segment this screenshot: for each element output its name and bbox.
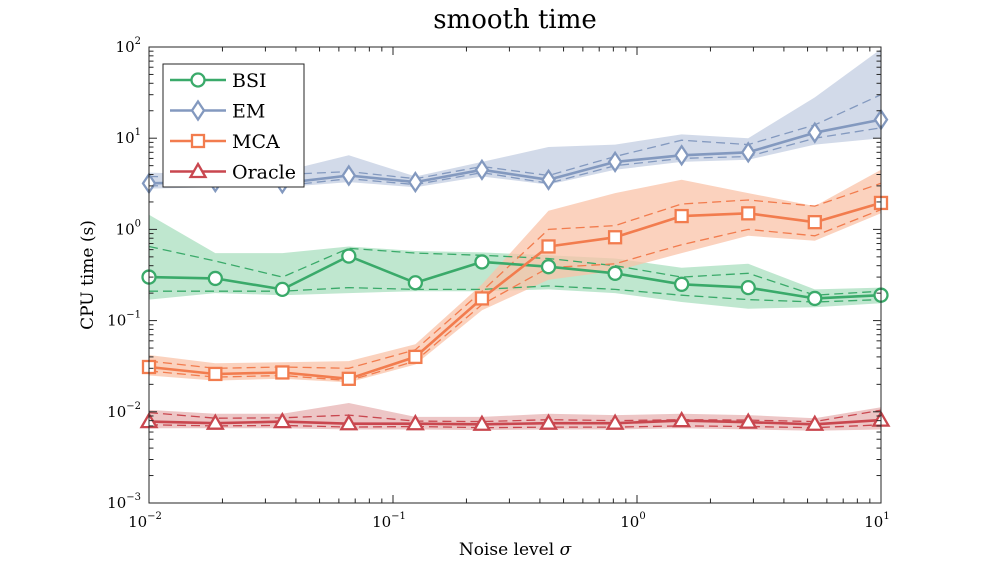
x-tick-label: 10−2 bbox=[128, 511, 162, 531]
oracle-point bbox=[205, 413, 225, 430]
em-lower-quantile bbox=[148, 127, 882, 187]
bsi-point bbox=[407, 275, 424, 291]
bsi-point bbox=[207, 270, 223, 287]
mca-band bbox=[149, 169, 881, 383]
oracle-point bbox=[339, 413, 359, 431]
y-axis-label: CPU time (s) bbox=[78, 220, 98, 330]
bsi-point bbox=[274, 281, 291, 298]
oracle-point bbox=[272, 411, 292, 429]
mca-point bbox=[807, 215, 822, 230]
oracle-point bbox=[805, 414, 825, 431]
oracle-line bbox=[148, 418, 882, 426]
y-tick-label: 10−2 bbox=[107, 401, 141, 421]
legend-marker-em bbox=[190, 99, 206, 122]
mca-lower-quantile bbox=[148, 208, 882, 382]
mca-point bbox=[674, 208, 689, 224]
legend-label-mca: MCA bbox=[232, 131, 280, 153]
mca-point bbox=[341, 371, 356, 386]
em-point bbox=[474, 158, 490, 181]
mca-point bbox=[541, 239, 556, 254]
oracle-point bbox=[539, 413, 559, 430]
y-tick-label: 10−3 bbox=[107, 492, 141, 512]
x-tick-label: 101 bbox=[864, 511, 889, 531]
oracle-point bbox=[605, 413, 625, 430]
y-tick-label: 101 bbox=[116, 127, 141, 147]
y-tick-label: 100 bbox=[116, 218, 141, 238]
bsi-point bbox=[474, 254, 490, 270]
oracle-point bbox=[738, 412, 758, 429]
legend-marker-oracle bbox=[188, 161, 208, 179]
x-axis-label: Noise level σ bbox=[459, 540, 572, 560]
mca-point bbox=[208, 366, 223, 382]
y-tick-label: 102 bbox=[116, 36, 141, 56]
mca-point bbox=[607, 230, 623, 245]
y-tick-label: 10−1 bbox=[107, 310, 141, 330]
bsi-upper-quantile bbox=[148, 245, 882, 296]
em-upper-quantile bbox=[148, 94, 882, 180]
mca-upper-quantile bbox=[148, 182, 882, 369]
bsi-lower-quantile bbox=[149, 285, 882, 303]
bsi-point bbox=[540, 259, 557, 275]
bsi-point bbox=[607, 265, 623, 281]
legend-marker-mca bbox=[190, 133, 206, 149]
em-point bbox=[541, 168, 556, 191]
legend-marker-bsi bbox=[190, 72, 206, 88]
mca-point bbox=[275, 365, 290, 380]
x-axis-sigma: σ bbox=[560, 540, 572, 560]
bsi-point bbox=[807, 290, 823, 307]
em-point bbox=[607, 150, 623, 173]
x-axis-label-text: Noise level bbox=[459, 540, 554, 560]
em-point bbox=[341, 164, 357, 187]
plot-frame bbox=[148, 46, 882, 504]
legend-label-em: EM bbox=[232, 101, 265, 123]
x-tick-label: 100 bbox=[620, 511, 645, 531]
legend-label-bsi: BSI bbox=[232, 70, 266, 92]
em-point bbox=[407, 171, 423, 194]
x-tick-label: 10−1 bbox=[372, 511, 406, 531]
legend-box bbox=[162, 63, 305, 188]
oracle-lower-quantile bbox=[148, 424, 882, 429]
oracle-point bbox=[405, 413, 425, 431]
em-point bbox=[740, 141, 756, 164]
mca-point bbox=[474, 291, 490, 306]
legend: BSI EM MCA Oracle bbox=[162, 63, 305, 188]
oracle-point bbox=[672, 410, 692, 428]
mca-point bbox=[408, 349, 423, 365]
mca-line bbox=[148, 201, 882, 381]
legend-label-oracle: Oracle bbox=[232, 162, 296, 184]
bsi-point bbox=[740, 279, 756, 296]
oracle-point bbox=[472, 414, 492, 431]
chart-title: smooth time bbox=[433, 5, 597, 35]
em-point bbox=[807, 121, 823, 144]
em-point bbox=[674, 144, 690, 167]
bsi-point bbox=[341, 248, 357, 264]
bsi-line bbox=[148, 254, 882, 300]
oracle-upper-quantile bbox=[148, 409, 882, 423]
bsi-point bbox=[673, 276, 690, 292]
mca-point bbox=[741, 206, 756, 221]
series-markers bbox=[139, 108, 891, 431]
quantile-dashed-lines bbox=[148, 94, 882, 429]
